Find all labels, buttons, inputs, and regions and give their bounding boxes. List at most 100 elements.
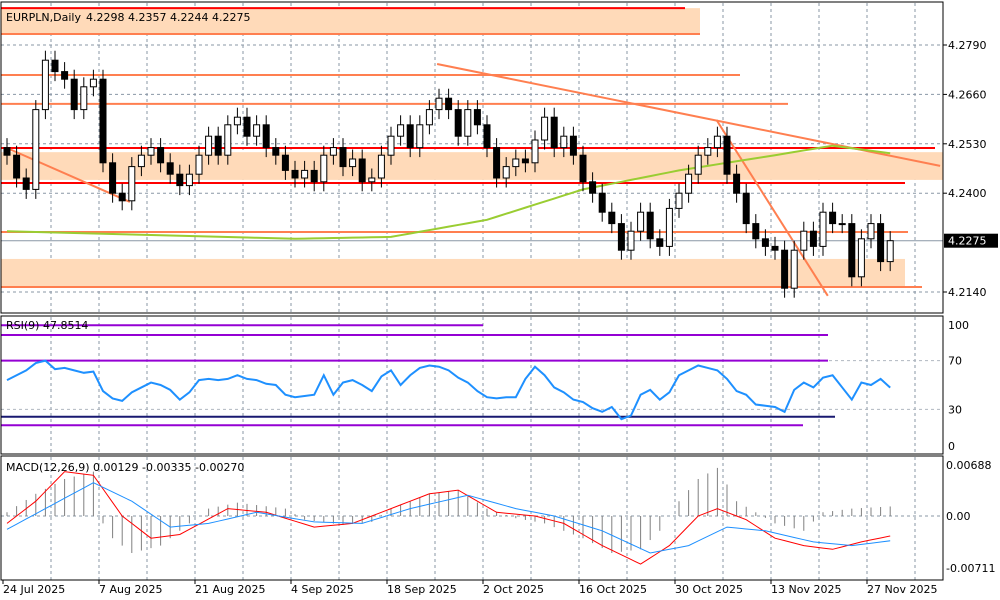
candle-body (550, 116, 558, 149)
candle-body (637, 211, 645, 232)
price-axis-label: 4.2530 (948, 138, 987, 151)
candle-body (253, 124, 261, 137)
candle-body (387, 135, 395, 156)
main-pane-border (0, 1, 944, 314)
candle-body (377, 154, 385, 179)
candle-body (617, 223, 625, 251)
candle-body (32, 109, 40, 190)
candle-body (233, 116, 241, 126)
candle-body (147, 147, 155, 156)
candle-body (771, 245, 779, 251)
support-resistance-zone (1, 258, 905, 288)
candle-body (464, 109, 472, 137)
current-price-label: 4.2275 (948, 235, 987, 248)
date-axis-label: 21 Aug 2025 (195, 583, 265, 596)
current-price-badge (944, 233, 998, 248)
candle-body (569, 135, 577, 156)
macd-pane-border (0, 455, 944, 581)
candle-body (704, 147, 712, 156)
candle-body (819, 211, 827, 247)
candle-body (272, 147, 280, 156)
candle-body (320, 154, 328, 183)
candle-body (483, 124, 491, 149)
candle-body (3, 147, 11, 156)
candle-body (790, 249, 798, 289)
candle-body (857, 238, 865, 278)
date-axis-label: 16 Oct 2025 (579, 583, 647, 596)
candle-body (723, 135, 731, 175)
candle-body (157, 147, 165, 164)
macd-axis-label: 0.00688 (946, 459, 992, 472)
moving-average-line (6, 144, 891, 240)
candle-body (733, 173, 741, 194)
candle-body (752, 223, 760, 240)
macd-title: MACD(12,26,9) 0.00129 -0.00335 -0.00270 (6, 461, 244, 474)
date-axis-label: 4 Sep 2025 (291, 583, 354, 596)
price-axis-label: 4.2660 (948, 88, 987, 101)
candle-body (262, 124, 270, 149)
date-axis-label: 27 Nov 2025 (867, 583, 937, 596)
candle-body (502, 166, 510, 179)
candle-body (166, 162, 174, 175)
price-axis-label: 4.2790 (948, 39, 987, 52)
rsi-line (6, 359, 891, 421)
candle-body (310, 169, 318, 183)
support-resistance-zone (1, 8, 700, 34)
macd-signal-blue-line (6, 482, 891, 554)
candle-body (694, 154, 702, 175)
candle-body (205, 135, 213, 156)
candle-body (848, 223, 856, 278)
candle-body (877, 223, 885, 263)
candle-body (541, 116, 549, 141)
candle-body (368, 177, 376, 183)
candle-body (99, 78, 107, 164)
candle-body (656, 238, 664, 247)
candle-body (800, 230, 808, 251)
candle-body (243, 116, 251, 137)
price-axis-label: 4.2140 (948, 286, 987, 299)
candle-body (349, 158, 357, 168)
candle-body (685, 173, 693, 194)
candle-body (291, 169, 299, 179)
candle-body (589, 181, 597, 194)
candle-body (454, 109, 462, 137)
candle-body (406, 124, 414, 149)
rsi-title: RSI(9) 47.8514 (6, 319, 88, 332)
candle-body (781, 249, 789, 289)
candle-body (579, 154, 587, 183)
trendline (715, 119, 829, 297)
candle-body (829, 211, 837, 225)
candle-body (445, 97, 453, 111)
candle-body (214, 135, 222, 156)
candle-body (512, 158, 520, 168)
candle-body (493, 147, 501, 179)
candle-body (838, 223, 846, 226)
date-axis-label: 2 Oct 2025 (483, 583, 544, 596)
candle-body (224, 124, 232, 156)
candle-body (598, 192, 606, 213)
candle-body (435, 97, 443, 111)
candle-body (13, 154, 21, 179)
candle-body (761, 238, 769, 247)
date-axis-label: 18 Sep 2025 (387, 583, 457, 596)
candle-body (867, 223, 875, 240)
candle-body (665, 207, 673, 247)
price-axis-label: 4.2400 (948, 187, 987, 200)
date-axis-label: 30 Oct 2025 (675, 583, 743, 596)
date-axis-label: 7 Aug 2025 (99, 583, 162, 596)
candle-body (646, 211, 654, 240)
macd-signal-red-line (6, 471, 891, 565)
rsi-axis-label: 70 (948, 355, 962, 368)
candle-body (397, 124, 405, 137)
candle-body (416, 124, 424, 149)
rsi-axis-label: 30 (948, 403, 962, 416)
candle-body (185, 173, 193, 187)
candle-body (89, 78, 97, 88)
candle-body (531, 139, 539, 164)
candle-body (61, 71, 69, 80)
date-axis-label: 24 Jul 2025 (3, 583, 65, 596)
symbol-label: EURPLN,Daily (6, 11, 81, 24)
candle-body (301, 169, 309, 179)
